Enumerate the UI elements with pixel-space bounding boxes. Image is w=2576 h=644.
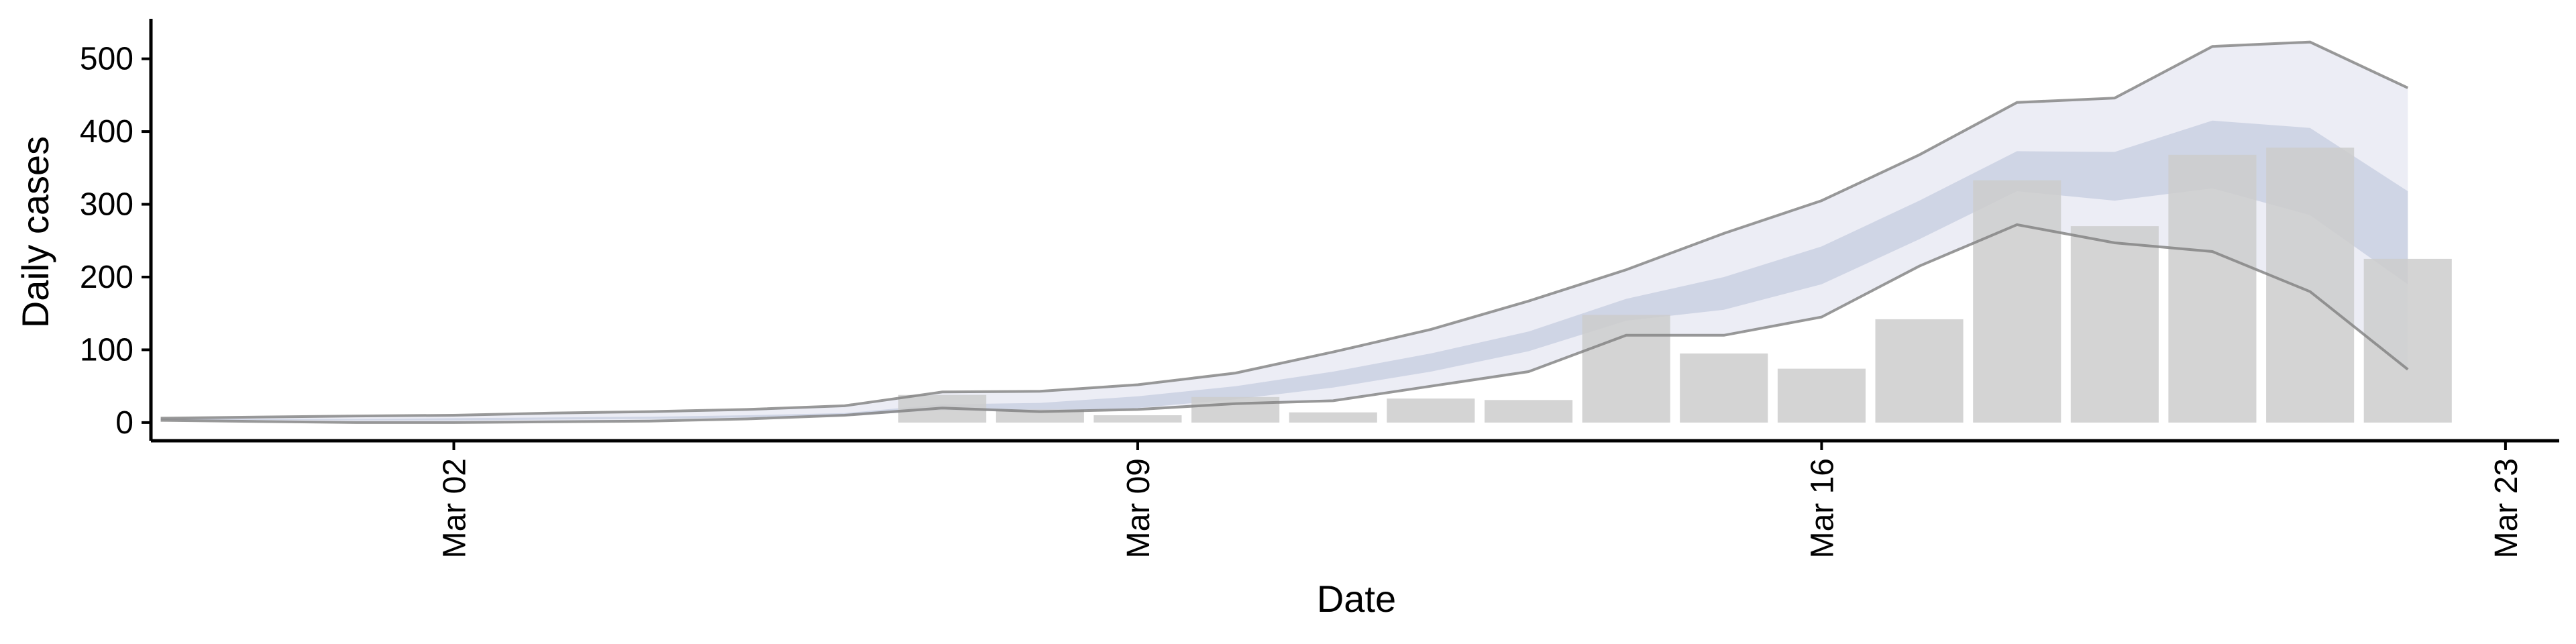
- outer-band: [160, 42, 2408, 423]
- x-tick-label: Mar 16: [1805, 458, 1840, 558]
- bar-2020-03-15: [1680, 353, 1768, 423]
- x-axis-title: Date: [1317, 578, 1396, 620]
- lower-bound-line: [160, 223, 2409, 424]
- y-axis-ticks: 0 100 200 300 400 500: [80, 42, 151, 441]
- inner-band: [160, 120, 2408, 421]
- bar-2020-03-18: [1973, 180, 2061, 423]
- y-tick-label: 0: [115, 405, 133, 441]
- y-tick-label: 100: [80, 332, 133, 368]
- y-tick-label: 200: [80, 260, 133, 295]
- upper-bound-line: [160, 40, 2409, 420]
- x-tick-label: Mar 02: [437, 458, 473, 558]
- bar-2020-03-12: [1387, 398, 1475, 423]
- bar-2020-03-17: [1875, 319, 1964, 423]
- credible-interval-bands: [160, 42, 2408, 423]
- bar-2020-03-16: [1777, 368, 1866, 423]
- bar-2020-03-20: [2168, 154, 2257, 423]
- x-axis-ticks: Mar 02 Mar 09 Mar 16 Mar 23: [437, 441, 2524, 558]
- bar-2020-03-10: [1191, 396, 1280, 423]
- bar-2020-03-14: [1582, 315, 1670, 423]
- bar-2020-03-21: [2266, 148, 2355, 423]
- bar-2020-03-13: [1485, 400, 1573, 423]
- x-tick-label: Mar 23: [2489, 458, 2524, 558]
- bar-2020-03-11: [1289, 412, 1377, 423]
- bar-2020-03-09: [1093, 415, 1182, 423]
- bar-2020-03-22: [2363, 258, 2452, 423]
- y-tick-label: 500: [80, 42, 133, 77]
- bound-lines: [160, 40, 2409, 424]
- x-tick-label: Mar 09: [1121, 458, 1157, 558]
- y-tick-label: 300: [80, 187, 133, 223]
- y-axis-title: Daily cases: [14, 136, 56, 328]
- bar-2020-03-19: [2070, 226, 2159, 423]
- y-tick-label: 400: [80, 114, 133, 150]
- bar-series: [898, 148, 2452, 423]
- bar-2020-03-08: [996, 409, 1084, 423]
